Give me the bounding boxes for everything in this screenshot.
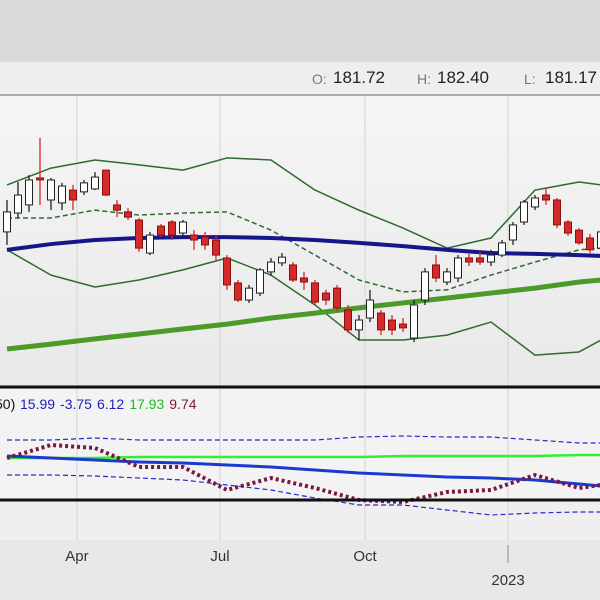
candle-body xyxy=(123,211,132,218)
candle-body xyxy=(498,242,507,256)
x-tick-label: 2023 xyxy=(491,572,524,589)
ohlc-label: O: xyxy=(312,71,327,87)
candle-body xyxy=(354,319,363,331)
candle-body xyxy=(255,269,264,294)
candle-body xyxy=(431,264,440,279)
candle-body xyxy=(464,257,473,263)
candle-body xyxy=(387,319,396,331)
candle-body xyxy=(90,176,99,190)
candle-body xyxy=(277,256,286,264)
candle-body xyxy=(156,225,165,236)
candle-body xyxy=(200,236,209,246)
top-bar xyxy=(0,0,600,62)
legend-value: 17.93 xyxy=(129,396,165,412)
legend-value: 15.99 xyxy=(20,396,56,412)
candle-body xyxy=(134,219,143,249)
line-series xyxy=(6,454,600,488)
candle-body xyxy=(310,282,319,303)
legend-value: 9.74 xyxy=(169,396,197,412)
indicator-lower xyxy=(0,502,600,540)
candle-body xyxy=(409,304,418,339)
candle-body xyxy=(167,221,176,236)
legend-value: -3.75 xyxy=(60,396,92,412)
ohlc-value: 181.17 xyxy=(545,68,597,87)
candle-body xyxy=(46,179,55,201)
candle-body xyxy=(145,234,154,254)
candle-body xyxy=(520,201,529,223)
candle-body xyxy=(189,234,198,241)
line-series xyxy=(6,277,600,352)
legend-value: 6.12 xyxy=(96,396,125,412)
candle-body xyxy=(299,277,308,283)
line-series xyxy=(6,235,600,258)
line-series xyxy=(6,474,600,516)
candle-body xyxy=(2,211,11,233)
candle-body xyxy=(343,309,352,331)
candle-body xyxy=(57,185,66,204)
candle-body xyxy=(211,239,220,256)
candle-body xyxy=(575,229,584,244)
candle-body xyxy=(564,221,573,234)
line-series xyxy=(6,209,600,293)
candle-body xyxy=(101,169,110,196)
x-tick-label: Oct xyxy=(353,548,377,565)
header-bar xyxy=(0,62,600,95)
candle-body xyxy=(476,257,484,263)
ohlc-value: 182.40 xyxy=(437,68,489,87)
candle-body xyxy=(442,271,451,283)
candle-body xyxy=(453,257,462,279)
candle-body xyxy=(79,182,88,193)
x-tick-label: Jul xyxy=(210,548,229,565)
candle-body xyxy=(531,197,540,208)
line-series xyxy=(6,453,600,460)
candle-body xyxy=(553,199,562,226)
candle-body xyxy=(24,179,33,206)
candle-body xyxy=(487,254,496,263)
line-series xyxy=(6,435,600,444)
x-tick-label: Apr xyxy=(65,548,88,565)
candle-body xyxy=(244,287,253,301)
candle-body xyxy=(35,177,44,181)
ohlc-value: 181.72 xyxy=(333,68,385,87)
candle-body xyxy=(233,282,242,301)
candle-body xyxy=(13,194,22,214)
candle-body xyxy=(112,204,121,211)
candle-body xyxy=(586,237,595,251)
candle-body xyxy=(398,323,407,329)
candle-body xyxy=(321,292,330,301)
candle-body xyxy=(509,224,518,241)
candle-body xyxy=(365,299,374,319)
indicator-panel xyxy=(0,389,600,500)
indicator-label: 50) xyxy=(0,396,16,412)
candle-body xyxy=(222,257,231,286)
ohlc-label: H: xyxy=(417,71,431,87)
candle-body xyxy=(420,271,429,301)
candle-body xyxy=(542,194,551,201)
candle-body xyxy=(597,231,600,249)
candle-body xyxy=(332,287,341,309)
candle-body xyxy=(68,189,77,201)
candle-body xyxy=(266,261,275,273)
candle-body xyxy=(288,264,297,281)
candle-body xyxy=(376,312,385,331)
ohlc-label: L: xyxy=(524,71,536,87)
candle-body xyxy=(178,221,187,234)
